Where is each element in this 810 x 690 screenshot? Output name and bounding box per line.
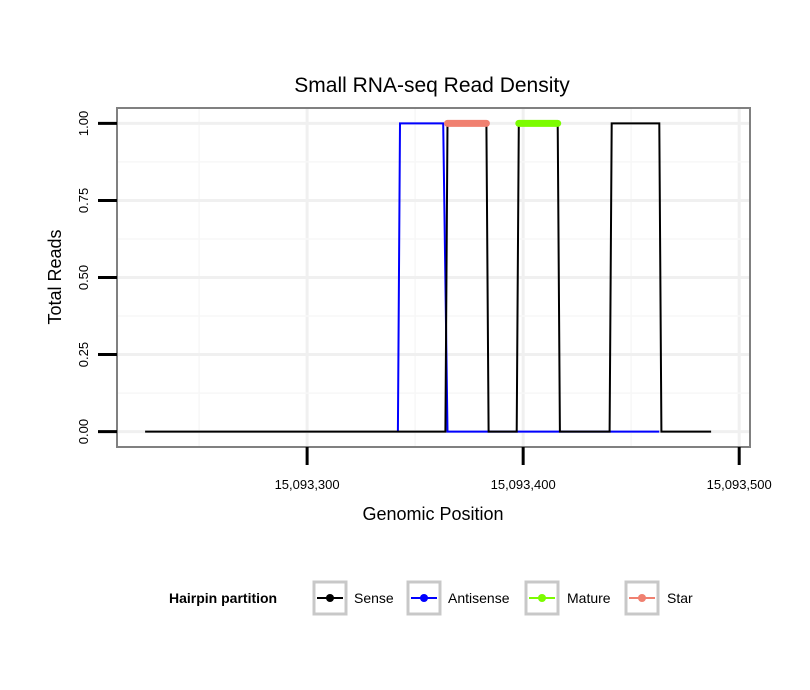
grid bbox=[117, 108, 750, 447]
legend-label: Antisense bbox=[448, 590, 510, 606]
legend-key-dot bbox=[538, 594, 546, 602]
legend-label: Mature bbox=[567, 590, 611, 606]
y-tick-label: 0.75 bbox=[76, 188, 91, 213]
y-axis-title: Total Reads bbox=[45, 229, 65, 324]
x-tick-label: 15,093,400 bbox=[491, 477, 556, 492]
legend-item-sense: Sense bbox=[312, 580, 394, 616]
legend-key-dot bbox=[638, 594, 646, 602]
legend-items: Sense Antisense Mature Star bbox=[312, 580, 693, 616]
legend-item-star: Star bbox=[624, 580, 693, 616]
legend-label: Sense bbox=[354, 590, 394, 606]
y-tick-label: 0.00 bbox=[76, 419, 91, 444]
chart-title: Small RNA-seq Read Density bbox=[294, 74, 570, 97]
legend-key-dot bbox=[420, 594, 428, 602]
x-tick-label: 15,093,500 bbox=[707, 477, 772, 492]
legend-title: Hairpin partition bbox=[169, 590, 277, 606]
x-tick-label: 15,093,300 bbox=[275, 477, 340, 492]
y-tick-label: 1.00 bbox=[76, 111, 91, 136]
legend-item-mature: Mature bbox=[524, 580, 611, 616]
legend-item-antisense: Antisense bbox=[406, 580, 510, 616]
x-axis-title: Genomic Position bbox=[362, 504, 503, 524]
y-tick-label: 0.25 bbox=[76, 342, 91, 367]
legend: Hairpin partition Sense Antisense Mature St… bbox=[169, 580, 693, 616]
y-tick-label: 0.50 bbox=[76, 265, 91, 290]
legend-key-dot bbox=[326, 594, 334, 602]
legend-label: Star bbox=[667, 590, 693, 606]
series-layer bbox=[145, 119, 712, 433]
axes: 0.00 0.25 0.50 0.75 1.00 15,093,300 15,093,400… bbox=[76, 111, 772, 492]
